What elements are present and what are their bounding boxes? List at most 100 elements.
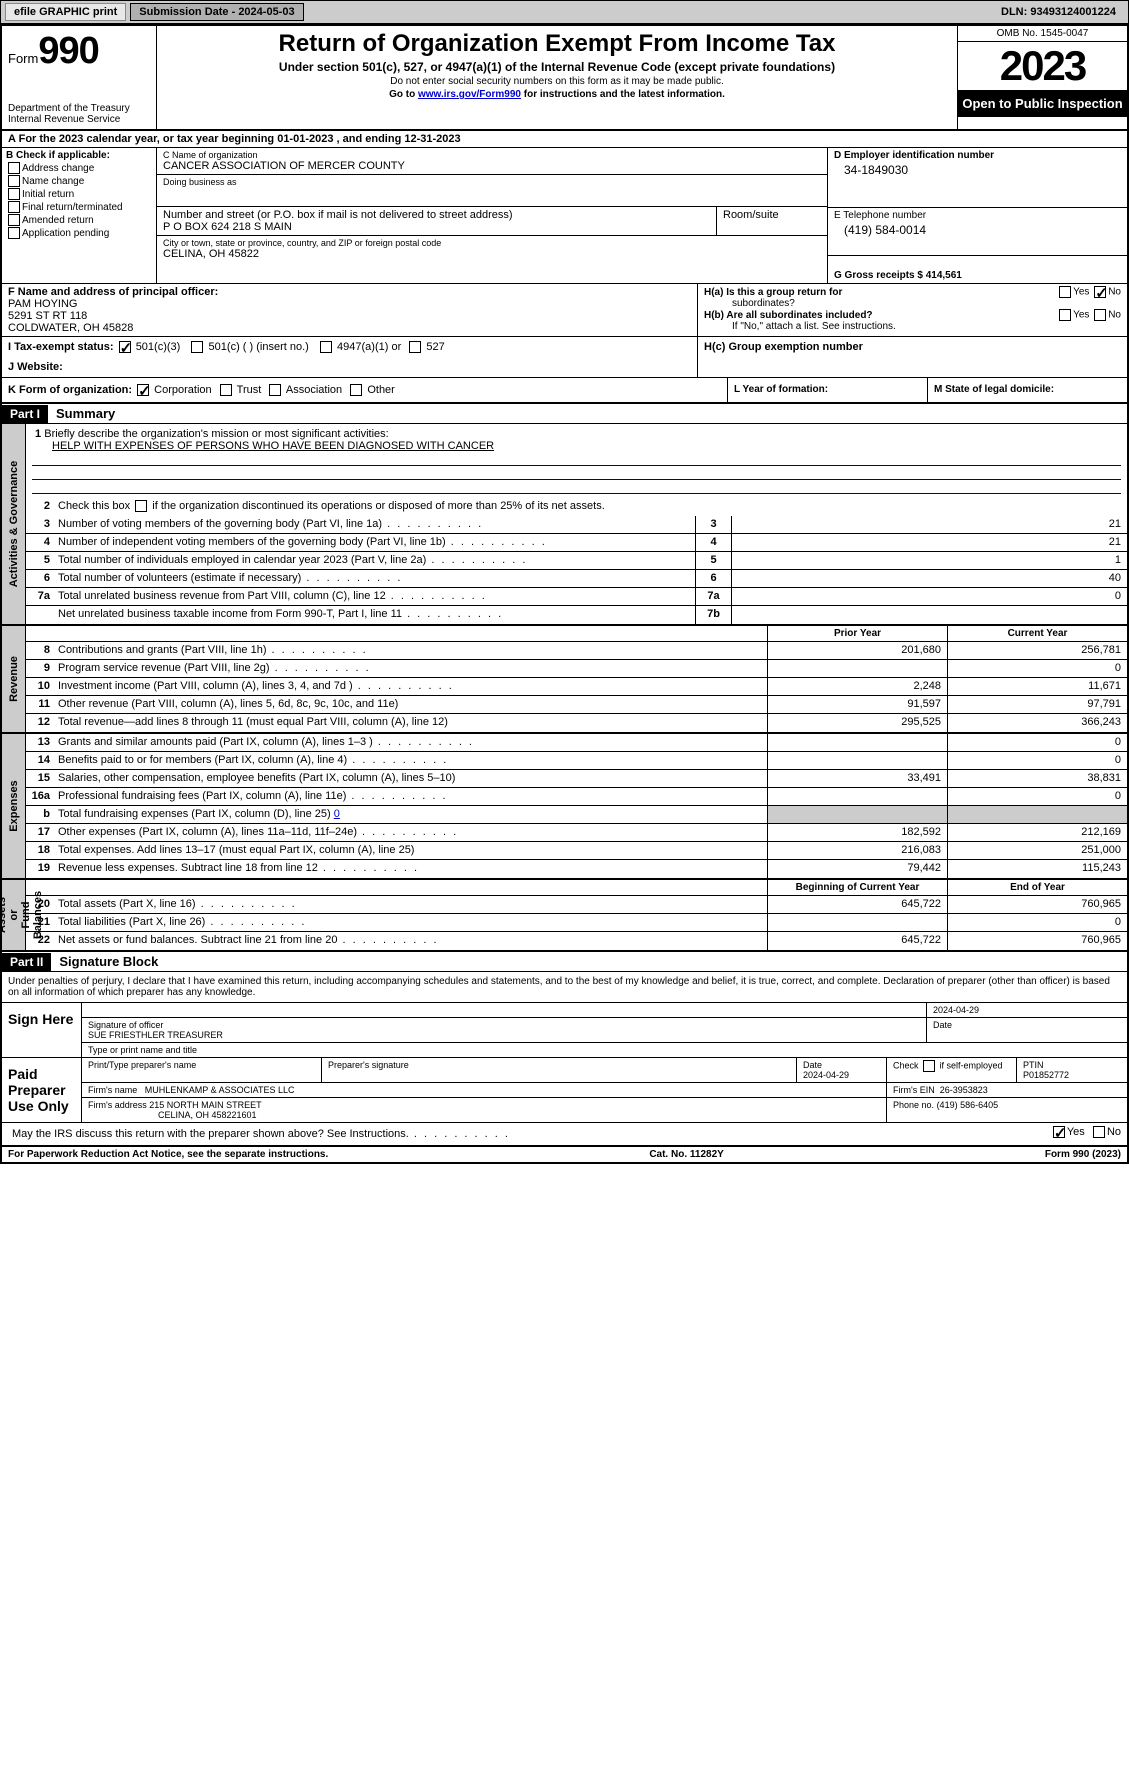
chk-name-change[interactable] (8, 175, 20, 187)
chk-hb-no[interactable] (1094, 309, 1106, 321)
chk-discontinued[interactable] (135, 500, 147, 512)
ssn-note: Do not enter social security numbers on … (163, 76, 951, 87)
sidelabel-expenses: Expenses (2, 734, 26, 878)
box-b-checks: B Check if applicable: Address change Na… (2, 148, 157, 283)
chk-discuss-no[interactable] (1093, 1126, 1105, 1138)
sidelabel-netassets: Net Assets or Fund Balances (2, 880, 26, 950)
line-12: 12Total revenue—add lines 8 through 11 (… (26, 714, 1127, 732)
chk-final-return[interactable] (8, 201, 20, 213)
sign-here-label: Sign Here (2, 1003, 82, 1057)
chk-app-pending[interactable] (8, 227, 20, 239)
line-17: 17Other expenses (Part IX, column (A), l… (26, 824, 1127, 842)
box-m-state: M State of legal domicile: (927, 378, 1127, 402)
chk-other[interactable] (350, 384, 362, 396)
sig-date-top: 2024-04-29 (927, 1003, 1127, 1017)
perjury-statement: Under penalties of perjury, I declare th… (2, 972, 1127, 1003)
prep-date: Date2024-04-29 (797, 1058, 887, 1082)
line-16a: 16aProfessional fundraising fees (Part I… (26, 788, 1127, 806)
form-ref: Form 990 (2023) (1045, 1149, 1121, 1160)
revenue-col-headers: Prior YearCurrent Year (26, 626, 1127, 642)
chk-ha-no[interactable] (1094, 286, 1106, 298)
chk-assoc[interactable] (269, 384, 281, 396)
irs-link[interactable]: www.irs.gov/Form990 (418, 89, 521, 100)
goto-pre: Go to (389, 89, 418, 100)
box-c-room: Room/suite (717, 207, 827, 235)
chk-501c3[interactable] (119, 341, 131, 353)
chk-ha-yes[interactable] (1059, 286, 1071, 298)
box-c-city: City or town, state or province, country… (157, 236, 827, 262)
part1-title: Summary (48, 404, 123, 423)
chk-self-emp[interactable] (923, 1060, 935, 1072)
part2-title: Signature Block (51, 952, 166, 971)
box-f-officer: F Name and address of principal officer:… (2, 284, 697, 336)
line-11: 11Other revenue (Part VIII, column (A), … (26, 696, 1127, 714)
line-18: 18Total expenses. Add lines 13–17 (must … (26, 842, 1127, 860)
line-13: 13Grants and similar amounts paid (Part … (26, 734, 1127, 752)
efile-print-button[interactable]: efile GRAPHIC print (5, 3, 126, 21)
firm-phone: Phone no. (419) 586-6405 (887, 1098, 1127, 1122)
dln-label: DLN: 93493124001224 (993, 4, 1124, 20)
line-1-mission: 1 Briefly describe the organization's mi… (26, 424, 1127, 498)
line-8: 8Contributions and grants (Part VIII, li… (26, 642, 1127, 660)
form-990: Form990 Department of the Treasury Inter… (0, 24, 1129, 1164)
box-h: H(a) Is this a group return for Yes No s… (697, 284, 1127, 336)
box-g-receipts: G Gross receipts $ 414,561 (828, 256, 1127, 283)
form-header: Form990 Department of the Treasury Inter… (2, 26, 1127, 131)
chk-4947[interactable] (320, 341, 332, 353)
part2-header: Part II (2, 953, 51, 971)
footer: For Paperwork Reduction Act Notice, see … (2, 1146, 1127, 1162)
box-hc: H(c) Group exemption number (697, 337, 1127, 377)
chk-initial-return[interactable] (8, 188, 20, 200)
chk-discuss-yes[interactable] (1053, 1126, 1065, 1138)
line-21: 21Total liabilities (Part X, line 26)0 (26, 914, 1127, 932)
open-public-badge: Open to Public Inspection (958, 90, 1127, 117)
ptin: PTINP01852772 (1017, 1058, 1127, 1082)
chk-527[interactable] (409, 341, 421, 353)
line-14: 14Benefits paid to or for members (Part … (26, 752, 1127, 770)
line-6: 6Total number of volunteers (estimate if… (26, 570, 1127, 588)
line-15: 15Salaries, other compensation, employee… (26, 770, 1127, 788)
line16b-link[interactable]: 0 (334, 808, 340, 820)
tax-year: 2023 (958, 42, 1127, 90)
sidelabel-revenue: Revenue (2, 626, 26, 732)
chk-501c[interactable] (191, 341, 203, 353)
box-d-ein: D Employer identification number 34-1849… (828, 148, 1127, 208)
line-22: 22Net assets or fund balances. Subtract … (26, 932, 1127, 950)
box-c-street: Number and street (or P.O. box if mail i… (157, 207, 717, 235)
prep-name-label: Print/Type preparer's name (82, 1058, 322, 1082)
line-20: 20Total assets (Part X, line 16)645,7227… (26, 896, 1127, 914)
firm-ein: Firm's EIN 26-3953823 (887, 1083, 1127, 1097)
submission-date: Submission Date - 2024-05-03 (130, 3, 303, 21)
line-4: 4Number of independent voting members of… (26, 534, 1127, 552)
sig-date-label: Date (927, 1018, 1127, 1042)
form-subtitle: Under section 501(c), 527, or 4947(a)(1)… (163, 60, 951, 74)
paid-preparer-label: Paid Preparer Use Only (2, 1058, 82, 1122)
firm-address: Firm's address 215 NORTH MAIN STREETCELI… (82, 1098, 887, 1122)
omb-number: OMB No. 1545-0047 (958, 26, 1127, 42)
chk-address-change[interactable] (8, 162, 20, 174)
chk-hb-yes[interactable] (1059, 309, 1071, 321)
line-7b: Net unrelated business taxable income fr… (26, 606, 1127, 624)
box-i-status: I Tax-exempt status: 501(c)(3) 501(c) ( … (8, 341, 691, 353)
part1-header: Part I (2, 405, 48, 423)
type-name-label: Type or print name and title (82, 1043, 1127, 1057)
sig-officer: Signature of officer SUE FRIESTHLER TREA… (82, 1018, 927, 1042)
line-10: 10Investment income (Part VIII, column (… (26, 678, 1127, 696)
chk-amended[interactable] (8, 214, 20, 226)
box-c-dba: Doing business as (157, 175, 827, 207)
paperwork-notice: For Paperwork Reduction Act Notice, see … (8, 1149, 328, 1160)
chk-trust[interactable] (220, 384, 232, 396)
toolbar: efile GRAPHIC print Submission Date - 20… (0, 0, 1129, 24)
box-l-year: L Year of formation: (727, 378, 927, 402)
dept-treasury: Department of the Treasury Internal Reve… (8, 103, 150, 125)
line-7a: 7aTotal unrelated business revenue from … (26, 588, 1127, 606)
line-16b: bTotal fundraising expenses (Part IX, co… (26, 806, 1127, 824)
line-19: 19Revenue less expenses. Subtract line 1… (26, 860, 1127, 878)
discuss-preparer: May the IRS discuss this return with the… (2, 1123, 1127, 1146)
chk-corp[interactable] (137, 384, 149, 396)
self-employed: Check if self-employed (887, 1058, 1017, 1082)
form-number: Form990 (8, 30, 150, 73)
form-title: Return of Organization Exempt From Incom… (163, 30, 951, 58)
box-e-phone: E Telephone number (419) 584-0014 (828, 208, 1127, 256)
sidelabel-governance: Activities & Governance (2, 424, 26, 624)
